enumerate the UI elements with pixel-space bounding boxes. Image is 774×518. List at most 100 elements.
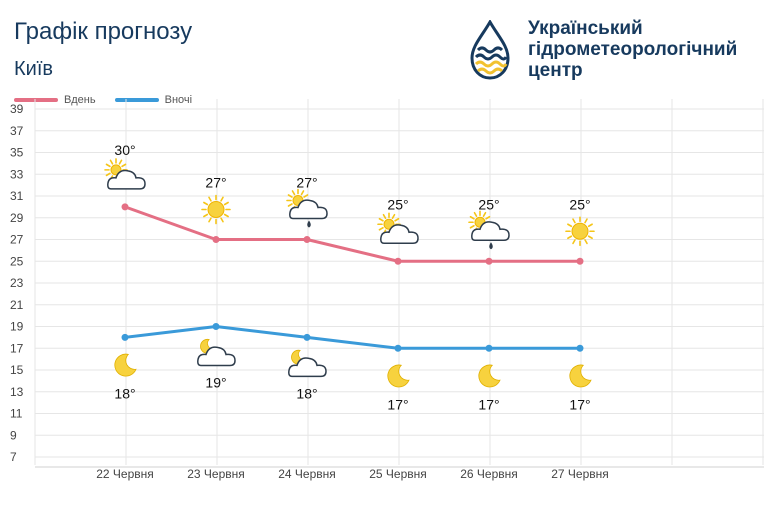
y-tick-label: 21: [10, 298, 24, 312]
night-point: [212, 323, 220, 330]
rain-drop: [489, 242, 493, 250]
x-tick-label: 22 Червня: [96, 467, 154, 481]
sun-ray: [291, 190, 296, 196]
y-tick-label: 15: [10, 363, 24, 377]
sun-ray: [220, 217, 224, 223]
legend-label-night: Вночі: [164, 94, 193, 106]
moon-cloud-icon: [288, 349, 327, 378]
night-point: [121, 333, 129, 341]
sun-ray: [300, 190, 305, 196]
day-series-line: [124, 205, 580, 263]
moon-shape: [478, 364, 501, 388]
cloud-shape: [107, 169, 146, 190]
sun-ray: [208, 196, 212, 202]
night-point: [485, 344, 493, 352]
sun-ray: [382, 213, 387, 219]
sun-ray: [469, 215, 475, 220]
day-temp-label: 30°: [114, 142, 135, 158]
sun-disc: [571, 222, 589, 240]
sun-ray: [485, 215, 491, 220]
sun-ray: [223, 201, 229, 206]
legend-swatch-day: [14, 98, 58, 102]
sun-cloud-icon: [104, 158, 146, 190]
day-point: [576, 257, 584, 265]
y-tick-label: 13: [10, 385, 24, 399]
sun-shape: [201, 194, 231, 225]
night-temp-label: 17°: [569, 396, 590, 412]
y-tick-label: 35: [10, 146, 24, 160]
org-name-line1: Український: [528, 18, 643, 39]
sun-ray: [378, 217, 384, 222]
org-name-line3: центр: [528, 60, 583, 81]
sun-ray: [303, 194, 309, 198]
sun-ray: [105, 163, 111, 168]
sun-ray: [378, 226, 384, 231]
y-tick-label: 17: [10, 341, 24, 355]
sun-ray: [203, 201, 209, 206]
night-temp-label: 17°: [387, 396, 408, 412]
ugc-logo-icon: [470, 20, 510, 80]
page-title: Графік прогнозу: [14, 18, 193, 45]
moon-cloud-icon: [197, 338, 236, 367]
sun-cloud-rain-icon: [286, 188, 328, 228]
sun-ray: [394, 217, 400, 222]
x-tick-label: 25 Червня: [369, 467, 427, 481]
sun-ray: [391, 213, 396, 219]
day-point: [303, 236, 311, 243]
cloud-shape: [380, 224, 419, 244]
day-temp-label: 25°: [387, 196, 408, 212]
sun-icon: [565, 216, 595, 247]
y-tick-label: 33: [10, 167, 24, 181]
day-temp-label: 25°: [478, 196, 499, 212]
night-point: [576, 344, 584, 352]
sun-ray: [572, 218, 576, 224]
moon-icon: [387, 364, 410, 388]
legend-label-day: Вдень: [64, 94, 96, 106]
sun-ray: [587, 235, 593, 240]
night-temp-label: 18°: [114, 385, 135, 401]
y-tick-label: 39: [10, 102, 24, 116]
sun-ray: [287, 203, 293, 207]
sun-ray: [203, 213, 209, 218]
legend-swatch-night: [114, 98, 159, 102]
y-tick-label: 25: [10, 254, 24, 268]
cloud-shape: [471, 221, 510, 241]
x-tick-label: 27 Червня: [551, 467, 609, 481]
night-temp-label: 19°: [205, 375, 226, 391]
sun-cloud-rain-icon: [468, 210, 510, 250]
sun-ray: [584, 218, 588, 224]
night-point: [303, 333, 311, 341]
day-temp-label: 25°: [569, 196, 590, 212]
x-tick-label: 26 Червня: [460, 467, 518, 481]
legend-item-day[interactable]: Вдень: [14, 94, 96, 106]
legend-item-night[interactable]: Вночі: [114, 94, 193, 106]
sun-cloud-icon: [377, 212, 419, 244]
x-tick-label: 24 Червня: [278, 467, 336, 481]
day-temp-label: 27°: [205, 175, 226, 191]
rain-drop: [307, 220, 311, 228]
sun-ray: [567, 223, 573, 228]
cloud-shape: [289, 199, 328, 220]
sun-ray: [482, 211, 487, 217]
cloud-shape: [197, 346, 236, 367]
legend: Вдень Вночі: [14, 93, 208, 106]
y-tick-label: 27: [10, 233, 24, 247]
y-tick-label: 11: [10, 407, 23, 421]
grid: [34, 99, 764, 468]
y-tick-label: 7: [10, 450, 17, 464]
moon-shape: [569, 364, 592, 388]
moon-shape: [114, 353, 137, 377]
day-point: [121, 203, 129, 211]
sun-ray: [587, 223, 593, 228]
day-point: [212, 236, 220, 243]
sun-ray: [109, 159, 114, 165]
cloud-shape: [288, 357, 327, 378]
sun-icon: [201, 194, 231, 225]
y-tick-label: 37: [10, 124, 24, 138]
y-tick-label: 29: [10, 211, 24, 225]
day-temp-label: 27°: [296, 175, 317, 191]
org-name-line2: гідрометеорологічний: [528, 39, 738, 60]
night-series-line: [124, 325, 580, 350]
x-tick-label: 23 Червня: [187, 467, 245, 481]
